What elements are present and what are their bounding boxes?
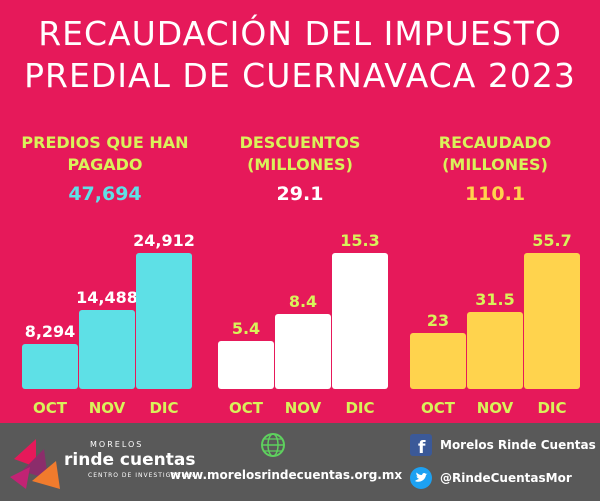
svg-text:f: f xyxy=(418,438,426,456)
value-label-predios-nov: 14,488 xyxy=(76,288,138,307)
panel-total-recaudado: 110.1 xyxy=(464,183,526,205)
facebook-icon: f xyxy=(410,434,432,456)
website-link[interactable]: www.morelosrindecuentas.org.mx xyxy=(170,468,403,482)
bar-recaudado-dic xyxy=(524,253,580,389)
bar-descuentos-oct xyxy=(218,341,274,389)
value-label-descuentos-oct: 5.4 xyxy=(232,319,260,338)
brand-sub: CENTRO DE INVESTIGACIÓN xyxy=(88,472,196,479)
bar-predios-oct xyxy=(22,344,78,389)
category-label-descuentos-dic: DIC xyxy=(345,399,374,417)
twitter-icon xyxy=(410,467,432,489)
panel-heading-predios-line2: pagado xyxy=(67,155,143,174)
globe-icon xyxy=(261,433,285,457)
facebook-link[interactable]: Morelos Rinde Cuentas xyxy=(440,438,596,452)
panel-total-predios: 47,694 xyxy=(68,183,142,205)
category-label-recaudado-nov: NOV xyxy=(477,399,514,417)
panel-heading-descuentos-line2: (millones) xyxy=(247,155,353,174)
bar-predios-dic xyxy=(136,253,192,389)
panel-heading-descuentos: Descuentos (millones) xyxy=(205,132,395,176)
bar-recaudado-nov xyxy=(467,312,523,389)
title-line-2: predial de Cuernavaca 2023 xyxy=(24,56,576,95)
value-label-recaudado-nov: 31.5 xyxy=(475,290,514,309)
morelos-logo-icon xyxy=(10,439,60,489)
footer: MORELOS rinde cuentas CENTRO DE INVESTIG… xyxy=(0,423,600,501)
value-label-recaudado-oct: 23 xyxy=(427,311,449,330)
category-label-predios-oct: OCT xyxy=(33,399,68,417)
bar-descuentos-dic xyxy=(332,253,388,389)
title-line-1: Recaudación del impuesto xyxy=(38,14,562,53)
category-label-recaudado-oct: OCT xyxy=(421,399,456,417)
panel-heading-predios: Predios que han pagado xyxy=(10,132,200,176)
bar-predios-nov xyxy=(79,310,135,389)
brand-main: rinde cuentas xyxy=(64,450,196,470)
category-label-predios-dic: DIC xyxy=(149,399,178,417)
value-label-predios-oct: 8,294 xyxy=(25,322,76,341)
category-label-predios-nov: NOV xyxy=(89,399,126,417)
panel-heading-recaudado-line2: (millones) xyxy=(442,155,548,174)
bar-recaudado-oct xyxy=(410,333,466,389)
panel-heading-descuentos-line1: Descuentos xyxy=(239,133,361,152)
panel-total-descuentos: 29.1 xyxy=(276,183,324,205)
value-label-recaudado-dic: 55.7 xyxy=(532,231,571,250)
category-label-descuentos-nov: NOV xyxy=(285,399,322,417)
value-label-predios-dic: 24,912 xyxy=(133,231,195,250)
panel-heading-recaudado-line1: Recaudado xyxy=(438,133,552,152)
panel-heading-predios-line1: Predios que han xyxy=(21,133,189,152)
twitter-link[interactable]: @RindeCuentasMor xyxy=(440,471,572,485)
bar-charts: 8,294 OCT 14,488 NOV 24,912 DIC 5.4 OCT 8.4 NOV 15… xyxy=(22,231,580,417)
value-label-descuentos-dic: 15.3 xyxy=(340,231,379,250)
brand-top: MORELOS xyxy=(90,440,144,449)
value-label-descuentos-nov: 8.4 xyxy=(289,292,317,311)
panel-heading-recaudado: Recaudado (millones) xyxy=(400,132,590,176)
bar-descuentos-nov xyxy=(275,314,331,389)
category-label-recaudado-dic: DIC xyxy=(537,399,566,417)
category-label-descuentos-oct: OCT xyxy=(229,399,264,417)
